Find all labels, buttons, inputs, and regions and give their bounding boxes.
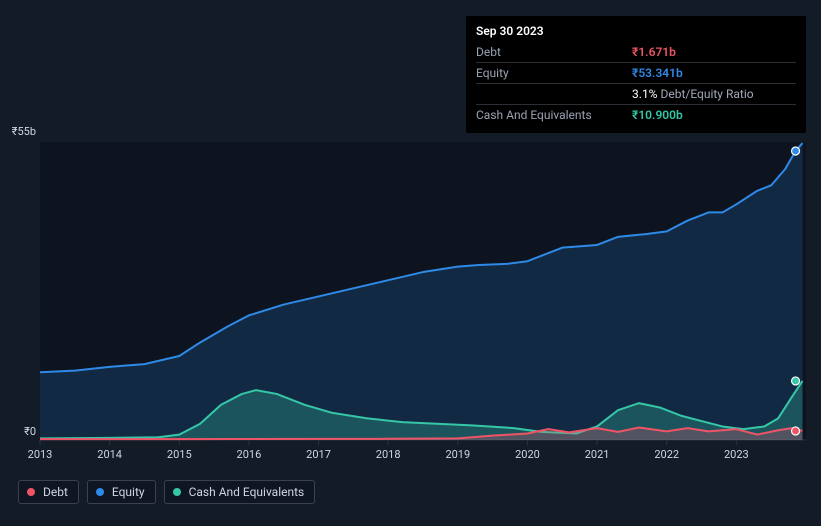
tooltip-label: Cash And Equivalents: [476, 105, 632, 126]
legend-label: Equity: [112, 485, 145, 499]
x-axis-tick-label: 2017: [306, 448, 331, 461]
x-axis-tick-label: 2013: [28, 448, 53, 461]
tooltip-label: [476, 84, 632, 105]
tooltip-row-equity: Equity ₹53.341b: [476, 63, 796, 84]
tooltip-label: Debt: [476, 42, 632, 63]
tooltip-row-debt: Debt ₹1.671b: [476, 42, 796, 63]
tooltip-value: 3.1%: [632, 87, 657, 101]
x-axis-tick-label: 2020: [515, 448, 540, 461]
x-axis-tick-label: 2021: [585, 448, 610, 461]
legend-dot-icon: [27, 488, 35, 496]
tooltip-value: ₹53.341b: [632, 63, 796, 84]
legend-label: Debt: [43, 485, 68, 499]
tooltip-value: ₹10.900b: [632, 105, 796, 126]
tooltip-label: Equity: [476, 63, 632, 84]
legend-item-debt[interactable]: Debt: [18, 480, 79, 504]
x-axis-tick-label: 2018: [376, 448, 401, 461]
x-axis-labels: 2013201420152016201720182019202020212022…: [40, 448, 806, 468]
x-axis-tick-label: 2023: [724, 448, 749, 461]
legend-label: Cash And Equivalents: [189, 485, 305, 499]
y-axis-label-zero: ₹0: [0, 425, 36, 438]
chart-legend: Debt Equity Cash And Equivalents: [18, 480, 315, 504]
legend-item-equity[interactable]: Equity: [87, 480, 156, 504]
x-axis-tick-label: 2016: [237, 448, 262, 461]
x-axis-tick-label: 2014: [97, 448, 122, 461]
tooltip-row-cash: Cash And Equivalents ₹10.900b: [476, 105, 796, 126]
tooltip-date: Sep 30 2023: [476, 24, 796, 42]
legend-item-cash[interactable]: Cash And Equivalents: [164, 480, 316, 504]
tooltip-row-ratio: 3.1% Debt/Equity Ratio: [476, 84, 796, 105]
x-axis-tick-label: 2022: [654, 448, 679, 461]
chart-tooltip: Sep 30 2023 Debt ₹1.671b Equity ₹53.341b…: [466, 16, 806, 133]
tooltip-table: Debt ₹1.671b Equity ₹53.341b 3.1% Debt/E…: [476, 42, 796, 125]
tooltip-sublabel: Debt/Equity Ratio: [660, 87, 753, 101]
legend-dot-icon: [96, 488, 104, 496]
x-axis-tick-label: 2015: [167, 448, 192, 461]
tooltip-value: ₹1.671b: [632, 42, 796, 63]
legend-dot-icon: [173, 488, 181, 496]
x-axis-tick-label: 2019: [445, 448, 470, 461]
y-axis-label-max: ₹55b: [0, 125, 36, 138]
